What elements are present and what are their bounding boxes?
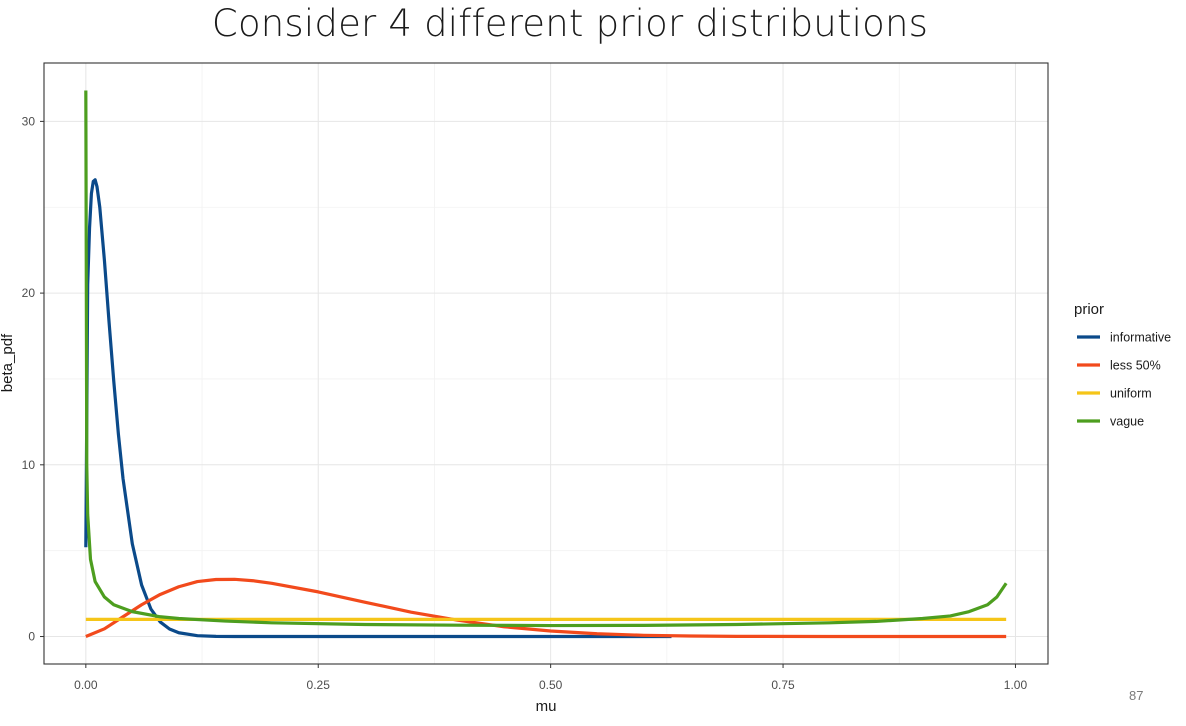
- legend-label-less-50: less 50%: [1110, 359, 1161, 373]
- plot-panel-border: [43, 62, 1049, 665]
- legend-label-vague: vague: [1110, 415, 1144, 429]
- slide-title: Consider 4 different prior distributions: [211, 2, 929, 45]
- x-tick-label: 0.25: [307, 678, 331, 692]
- x-tick-label: 0.75: [771, 678, 795, 692]
- legend-label-informative: informative: [1110, 331, 1171, 345]
- axis-layer: 0.00 0.25 0.50 0.75 1.00 0 10 20 30: [22, 114, 1028, 692]
- page-number: 87: [1129, 688, 1144, 703]
- x-tick-label: 0.50: [539, 678, 563, 692]
- x-tick-label: 0.00: [74, 678, 98, 692]
- legend: prior informative less 50% uniform vague: [1074, 301, 1171, 429]
- legend-label-uniform: uniform: [1110, 387, 1152, 401]
- y-tick-label: 0: [28, 630, 35, 644]
- series-line-vague: [84, 90, 1008, 628]
- y-tick-label: 30: [22, 114, 36, 128]
- y-tick-label: 20: [22, 286, 36, 300]
- series-line-less-50: [85, 577, 1007, 639]
- x-tick-label: 1.00: [1004, 678, 1028, 692]
- legend-title: prior: [1074, 301, 1104, 318]
- x-axis-title: mu: [536, 698, 557, 715]
- y-axis-title: beta_pdf: [0, 333, 16, 392]
- grid-layer: [44, 63, 1048, 664]
- legend-items: informative less 50% uniform vague: [1077, 331, 1171, 429]
- y-tick-label: 10: [22, 458, 36, 472]
- series-layer: [84, 90, 1008, 639]
- series-line-informative: [84, 178, 672, 639]
